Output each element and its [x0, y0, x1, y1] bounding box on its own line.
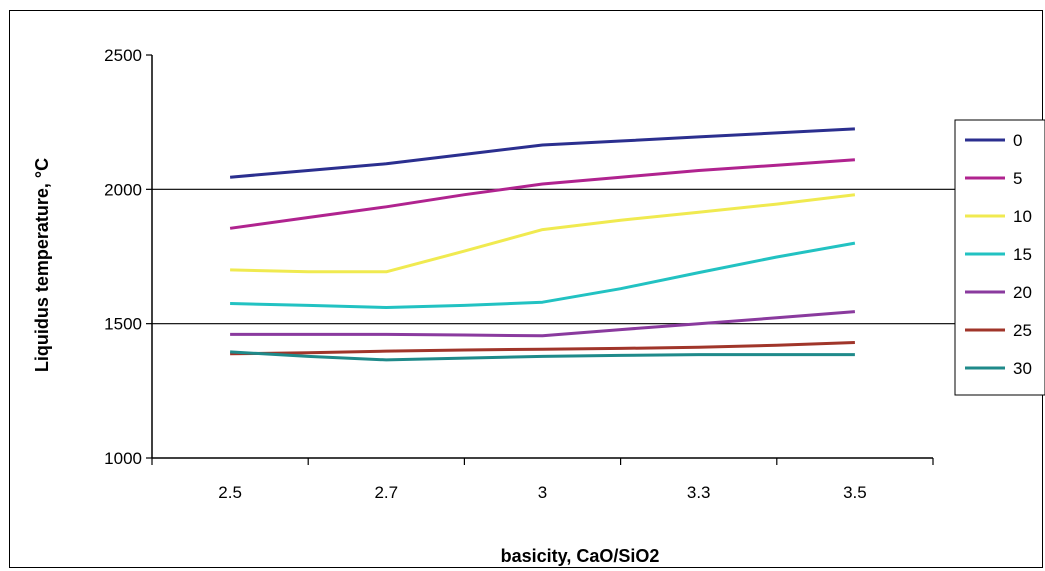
y-tick-label: 2000	[104, 180, 142, 199]
series-line-10	[230, 193, 856, 274]
chart-frame	[9, 10, 1043, 568]
x-tick-label: 3	[538, 483, 547, 502]
legend-label-0: 0	[1013, 131, 1022, 150]
legend-label-25: 25	[1013, 321, 1032, 340]
y-tick-label: 2500	[104, 46, 142, 65]
y-tick-label: 1500	[104, 315, 142, 334]
x-tick-label: 2.7	[374, 483, 398, 502]
series-line-15	[230, 241, 856, 309]
legend-label-10: 10	[1013, 207, 1032, 226]
series-line-0	[229, 127, 855, 179]
series-line-5	[229, 158, 856, 230]
legend-label-5: 5	[1013, 169, 1022, 188]
series-line-25	[230, 341, 855, 356]
x-tick-label: 3.5	[843, 483, 867, 502]
x-axis-title: basicity, CaO/SiO2	[501, 546, 660, 566]
legend-label-15: 15	[1013, 245, 1032, 264]
legend-box	[954, 119, 1045, 396]
ticks: 1000 1500 2000 2500 2.5 2.7 3 3.3 3.5	[104, 46, 934, 502]
series-line-20	[230, 310, 856, 338]
series-line-30	[230, 350, 855, 362]
legend: 0 5 10 15 20 25 30	[954, 119, 1045, 396]
y-tick-label: 1000	[104, 449, 142, 468]
x-tick-label: 2.5	[218, 483, 242, 502]
legend-label-20: 20	[1013, 283, 1032, 302]
y-axis-title: Liquidus temperature, °C	[32, 158, 52, 372]
series-lines	[229, 127, 856, 362]
axes	[151, 55, 933, 459]
x-tick-label: 3.3	[687, 483, 711, 502]
legend-label-30: 30	[1013, 359, 1032, 378]
gridlines	[152, 188, 955, 325]
